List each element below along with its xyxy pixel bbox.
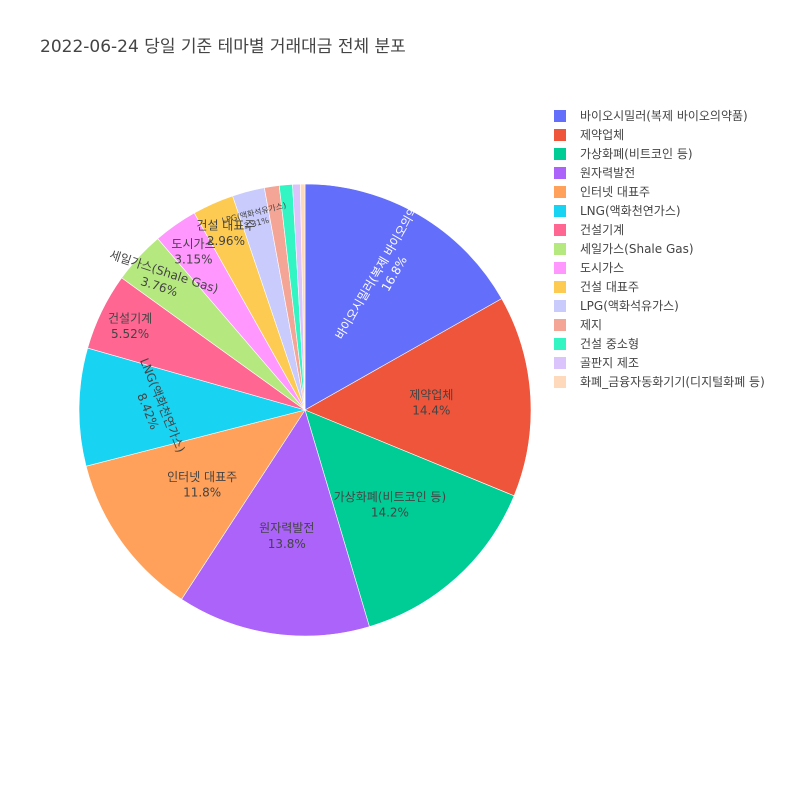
slice-label-percent: 3.15%	[174, 252, 212, 266]
legend-item[interactable]: 제약업체	[554, 125, 765, 144]
legend-item[interactable]: LPG(액화석유가스)	[554, 296, 765, 315]
legend-swatch	[554, 356, 566, 369]
legend-item[interactable]: 원자력발전	[554, 163, 765, 182]
slice-label-percent: 13.8%	[268, 537, 306, 551]
legend-item[interactable]: 도시가스	[554, 258, 765, 277]
legend-label: 제지	[580, 318, 603, 332]
legend-swatch	[554, 204, 566, 217]
legend-item[interactable]: 화폐_금융자동화기기(디지털화폐 등)	[554, 372, 765, 391]
slice-label-name: 제약업체	[409, 387, 453, 402]
legend-item[interactable]: 건설기계	[554, 220, 765, 239]
slice-label: 건설기계 5.52%	[108, 311, 152, 341]
slice-label-percent: 14.4%	[412, 404, 450, 418]
legend-label: LPG(액화석유가스)	[580, 299, 679, 313]
legend-label: 화폐_금융자동화기기(디지털화폐 등)	[580, 375, 765, 389]
pie-slice[interactable]	[304, 298, 532, 497]
slice-label-name: 도시가스	[171, 237, 215, 251]
pie-slices	[78, 183, 532, 637]
legend-swatch	[554, 223, 566, 236]
slice-label-percent: 11.8%	[183, 485, 221, 499]
legend-item[interactable]: 세일가스(Shale Gas)	[554, 239, 765, 258]
slice-label: 원자력발전 13.8%	[259, 521, 314, 551]
legend-swatch	[554, 147, 566, 160]
legend-swatch	[554, 375, 566, 388]
legend-item[interactable]: 건설 중소형	[554, 334, 765, 353]
legend-swatch	[554, 280, 566, 293]
slice-label-name: 건설 대표주	[196, 218, 255, 232]
legend-swatch	[554, 261, 566, 274]
legend-swatch	[554, 318, 566, 331]
legend-item[interactable]: 제지	[554, 315, 765, 334]
slice-label-percent: 2.96%	[207, 234, 245, 248]
slice-label: 가상화폐(비트코인 등)14.2%	[334, 490, 447, 520]
legend-label: 바이오시밀러(복제 바이오의약품)	[580, 109, 748, 123]
pie-slice[interactable]	[304, 183, 503, 411]
legend-swatch	[554, 128, 566, 141]
legend-item[interactable]: 인터넷 대표주	[554, 182, 765, 201]
legend-swatch	[554, 166, 566, 179]
legend-label: 건설 대표주	[580, 280, 640, 294]
legend-label: 세일가스(Shale Gas)	[580, 242, 694, 256]
slice-label-name: 건설기계	[108, 311, 152, 325]
legend-label: 인터넷 대표주	[580, 185, 651, 199]
chart-title: 2022-06-24 당일 기준 테마별 거래대금 전체 분포	[40, 37, 406, 57]
slice-label-name: 인터넷 대표주	[167, 470, 237, 484]
slice-label: 건설 대표주 2.96%	[196, 218, 255, 248]
pie-slice[interactable]	[85, 409, 306, 600]
legend-label: 도시가스	[580, 261, 625, 275]
slice-label-percent: 14.2%	[371, 505, 409, 519]
legend-swatch	[554, 109, 566, 122]
legend-swatch	[554, 185, 566, 198]
legend-swatch	[554, 242, 566, 255]
legend-item[interactable]: 가상화폐(비트코인 등)	[554, 144, 765, 163]
slice-label-percent: 5.52%	[111, 327, 149, 341]
legend-swatch	[554, 337, 566, 350]
pie-slice[interactable]	[78, 347, 307, 467]
pie-slice[interactable]	[304, 409, 515, 628]
legend-item[interactable]: 골판지 제조	[554, 353, 765, 372]
pie-slice[interactable]	[300, 183, 306, 411]
legend-item[interactable]: LNG(액화천연가스)	[554, 201, 765, 220]
legend-swatch	[554, 299, 566, 312]
slice-label-name: 원자력발전	[259, 521, 314, 535]
legend-label: LNG(액화천연가스)	[580, 204, 681, 218]
slice-label-name: 가상화폐(비트코인 등)	[334, 490, 447, 504]
legend-item[interactable]: 건설 대표주	[554, 277, 765, 296]
pie-slice[interactable]	[181, 409, 370, 637]
legend-item[interactable]: 바이오시밀러(복제 바이오의약품)	[554, 106, 765, 125]
legend-label: 원자력발전	[580, 166, 636, 180]
legend-label: 제약업체	[580, 128, 625, 142]
slice-label: 제약업체 14.4%	[409, 387, 453, 418]
legend-label: 건설기계	[580, 223, 625, 237]
legend-label: 건설 중소형	[580, 337, 640, 351]
legend-label: 골판지 제조	[580, 356, 640, 370]
legend-label: 가상화폐(비트코인 등)	[580, 147, 693, 161]
